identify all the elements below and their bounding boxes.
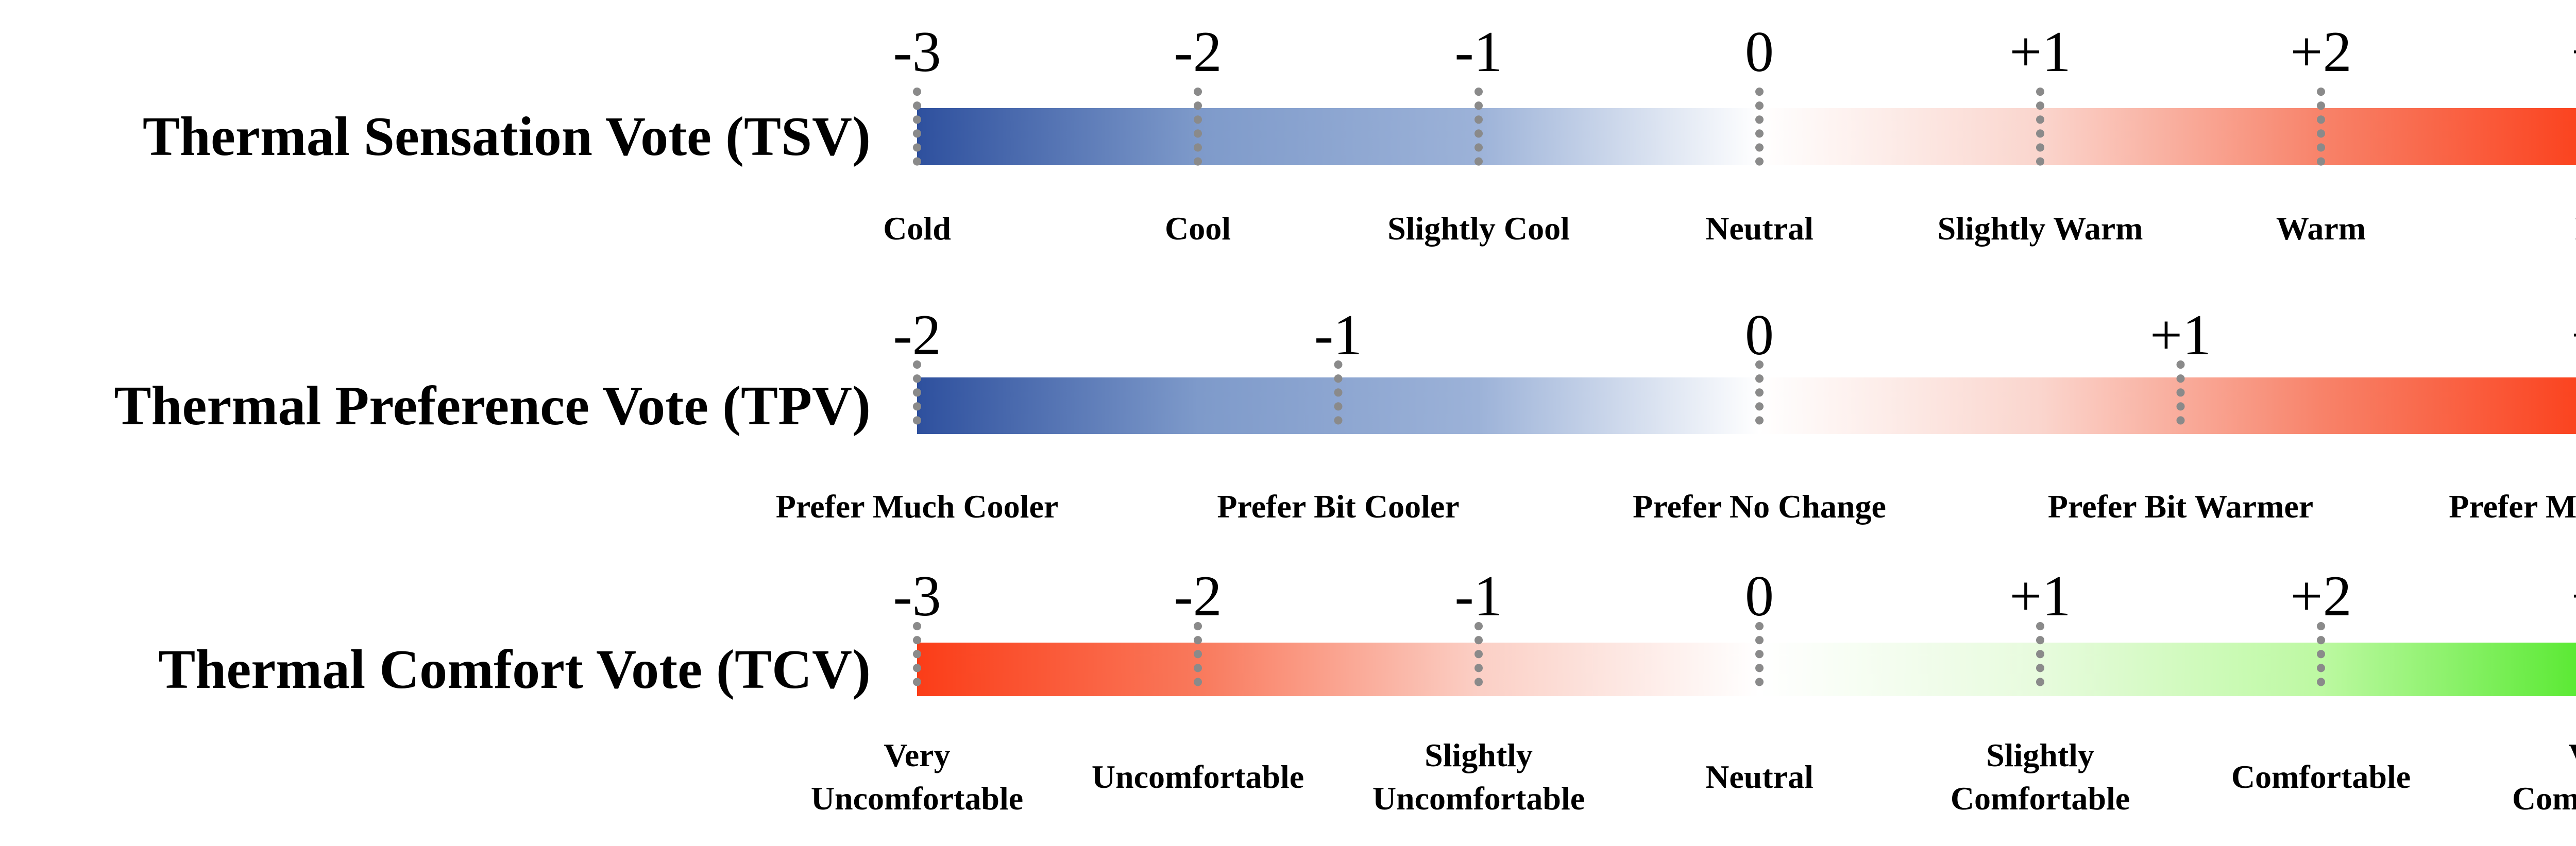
scale-point-label: Slightly Comfortable (1950, 737, 2130, 817)
scale-point-label: Cool (1165, 210, 1231, 247)
scale-point-label: Prefer Much Cooler (775, 488, 1059, 525)
tick-number-tcv--1: -1 (1454, 564, 1503, 628)
scale-point-label: VeryComfortable (2512, 737, 2576, 817)
scale-point-label: Prefer Bit Cooler (1217, 488, 1460, 525)
scale-point-label: Uncomfortable (1091, 758, 1304, 795)
tick-number-tpv--1: -1 (1314, 303, 1363, 367)
tick-number-tcv-+2: +2 (2290, 564, 2352, 628)
tick-number-tsv-0: 0 (1745, 20, 1774, 84)
scale-point-label: Neutral (1705, 210, 1814, 247)
tick-number-tpv--2: -2 (893, 303, 941, 367)
scale-point-label: Prefer Bit Warmer (2047, 488, 2314, 525)
scale-point-label: Very Uncomfortable (810, 737, 1024, 817)
scale-point-label: Prefer Much Warmer (2449, 488, 2576, 525)
scale-point-label: Hot (2575, 207, 2576, 250)
tick-number-tcv-+1: +1 (2009, 564, 2071, 628)
tick-number-tsv-+3: +3 (2571, 23, 2576, 81)
tick-number-tcv--3: -3 (893, 564, 941, 628)
gradient-bar-tcv (917, 643, 2576, 696)
tick-number-tsv-+2: +2 (2290, 20, 2352, 84)
tick-number-tpv-+1: +1 (2149, 303, 2212, 367)
gradient-bar-tpv (917, 377, 2576, 434)
tpv-title: Thermal Preference Vote (TPV) (114, 375, 871, 437)
tick-number-tpv-0: 0 (1745, 303, 1774, 367)
tick-number-tsv-+1: +1 (2009, 20, 2071, 84)
tick-number-tpv-+2: +2 (2571, 306, 2576, 364)
tcv-title: Thermal Comfort Vote (TCV) (158, 639, 871, 700)
scale-point-label: Cold (883, 210, 951, 247)
tick-number-tsv--2: -2 (1174, 20, 1222, 84)
scale-point-label: Slightly Warm (1937, 210, 2143, 247)
scale-point-label: Neutral (1705, 758, 1814, 795)
tick-number-tcv-+3: +3 (2571, 567, 2576, 625)
scale-point-label: Comfortable (2231, 758, 2411, 795)
tick-number-tcv--2: -2 (1174, 564, 1222, 628)
tick-number-tcv-0: 0 (1745, 564, 1774, 628)
tick-number-tsv--1: -1 (1454, 20, 1503, 84)
scale-point-label: Prefer No Change (1633, 488, 1886, 525)
scale-point-label: Slightly Cool (1387, 210, 1570, 247)
scale-point-label: Slightly Uncomfortable (1372, 737, 1585, 817)
gradient-bar-tsv (917, 108, 2576, 165)
scale-point-label: Warm (2276, 210, 2366, 247)
tsv-title: Thermal Sensation Vote (TSV) (142, 106, 871, 167)
tick-number-tsv--3: -3 (893, 20, 941, 84)
